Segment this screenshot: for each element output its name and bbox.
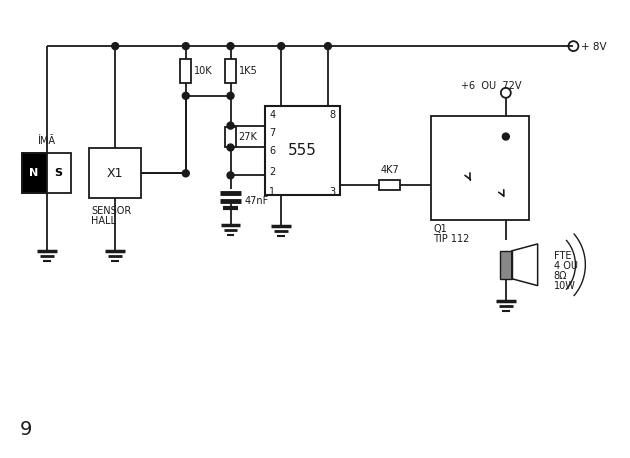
Circle shape — [324, 43, 331, 49]
Text: N: N — [29, 169, 38, 178]
Text: 8: 8 — [329, 110, 336, 120]
Text: 2: 2 — [269, 167, 275, 177]
Bar — [225, 59, 236, 83]
Text: 7: 7 — [269, 128, 275, 137]
Circle shape — [227, 144, 234, 151]
Bar — [180, 59, 192, 83]
Text: 27K: 27K — [239, 131, 257, 142]
Text: TIP 112: TIP 112 — [433, 234, 469, 244]
Bar — [500, 251, 512, 279]
Text: 555: 555 — [288, 143, 317, 158]
Text: SENSOR: SENSOR — [91, 206, 132, 216]
Bar — [89, 148, 141, 198]
Circle shape — [502, 133, 509, 140]
Circle shape — [182, 93, 189, 99]
Text: 4K7: 4K7 — [380, 165, 399, 175]
Text: 4 OU: 4 OU — [554, 261, 578, 271]
Text: 9: 9 — [20, 420, 32, 439]
Bar — [22, 153, 71, 193]
Text: 47nF: 47nF — [244, 196, 268, 206]
Circle shape — [182, 43, 189, 49]
Text: 3: 3 — [329, 187, 336, 197]
Text: 10K: 10K — [194, 66, 212, 76]
Bar — [22, 153, 47, 193]
Text: HALL: HALL — [91, 216, 117, 226]
Bar — [432, 116, 529, 220]
Text: X1: X1 — [107, 167, 123, 180]
Circle shape — [182, 170, 189, 177]
Circle shape — [227, 172, 234, 179]
Text: FTE: FTE — [554, 251, 571, 261]
Bar — [265, 106, 340, 195]
Circle shape — [112, 43, 118, 49]
Text: Q1: Q1 — [433, 224, 447, 234]
Circle shape — [227, 43, 234, 49]
Circle shape — [227, 122, 234, 129]
Circle shape — [227, 93, 234, 99]
Text: 1K5: 1K5 — [239, 66, 257, 76]
Circle shape — [278, 43, 285, 49]
Text: S: S — [55, 169, 62, 178]
Text: 8Ω: 8Ω — [554, 271, 567, 281]
Text: 10W: 10W — [554, 281, 575, 291]
Text: +6  OU  72V: +6 OU 72V — [461, 81, 522, 91]
Text: + 8V: + 8V — [581, 42, 607, 52]
Text: 4: 4 — [269, 110, 275, 120]
Text: ÍMÃ: ÍMÃ — [38, 136, 55, 146]
Bar — [225, 126, 236, 147]
Text: 6: 6 — [269, 146, 275, 156]
Text: 1: 1 — [269, 187, 275, 197]
Bar — [379, 180, 401, 190]
